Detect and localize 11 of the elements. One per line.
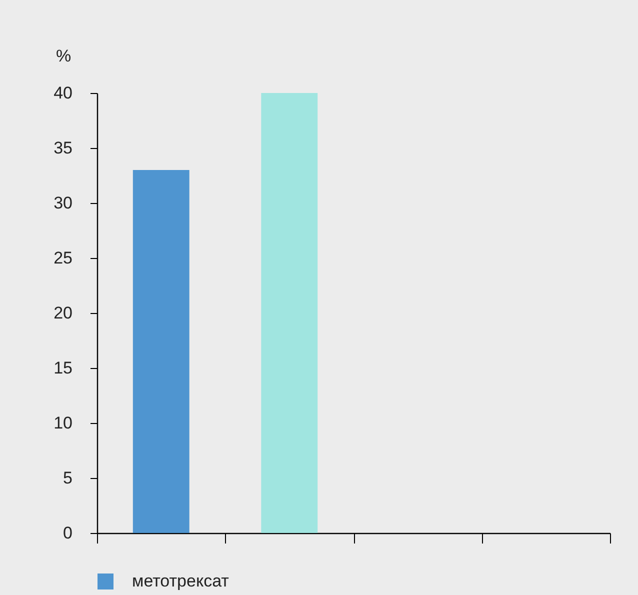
y-tick-label: 10	[54, 414, 72, 432]
y-tick-label: 0	[63, 524, 72, 542]
y-tick-label: 35	[54, 138, 72, 158]
legend-label: метотрексат	[132, 572, 230, 590]
y-tick-label: 25	[54, 248, 72, 268]
y-tick-label: 20	[54, 304, 72, 322]
y-tick-label: 40	[54, 84, 72, 102]
y-axis-title: %	[56, 46, 72, 66]
y-tick-label: 30	[54, 194, 72, 212]
y-tick-label: 15	[54, 358, 72, 378]
y-tick-label: 5	[63, 468, 72, 488]
